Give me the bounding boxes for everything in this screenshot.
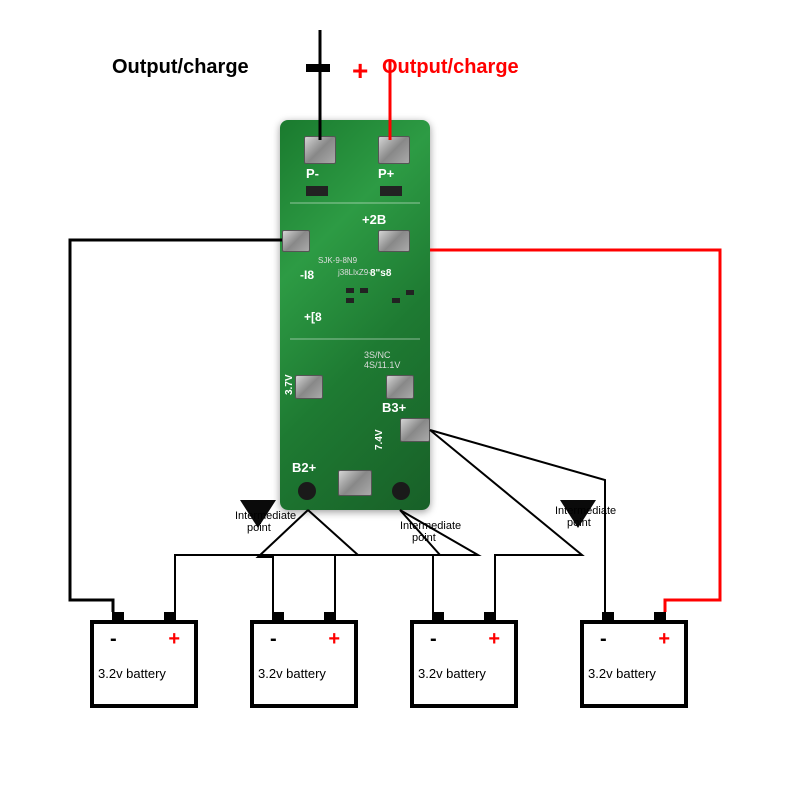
label-intermediate-2: Intermediate	[400, 520, 461, 532]
battery-3: -+3.2v battery	[410, 620, 518, 708]
battery-label-3: 3.2v battery	[418, 666, 486, 681]
battery-label-2: 3.2v battery	[258, 666, 326, 681]
label-intermediate-1: Intermediate	[235, 510, 296, 522]
battery-4: -+3.2v battery	[580, 620, 688, 708]
label-output-neg: Output/charge	[112, 56, 249, 79]
plus-symbol: +	[352, 55, 368, 87]
label-point-2: point	[412, 532, 436, 544]
minus-symbol	[306, 64, 330, 72]
battery-1: -+3.2v battery	[90, 620, 198, 708]
label-output-pos: Output/charge	[382, 56, 519, 79]
battery-label-1: 3.2v battery	[98, 666, 166, 681]
label-point-1: point	[247, 522, 271, 534]
label-point-3: point	[567, 517, 591, 529]
battery-2: -+3.2v battery	[250, 620, 358, 708]
label-intermediate-3: Intermediate	[555, 505, 616, 517]
battery-label-4: 3.2v battery	[588, 666, 656, 681]
